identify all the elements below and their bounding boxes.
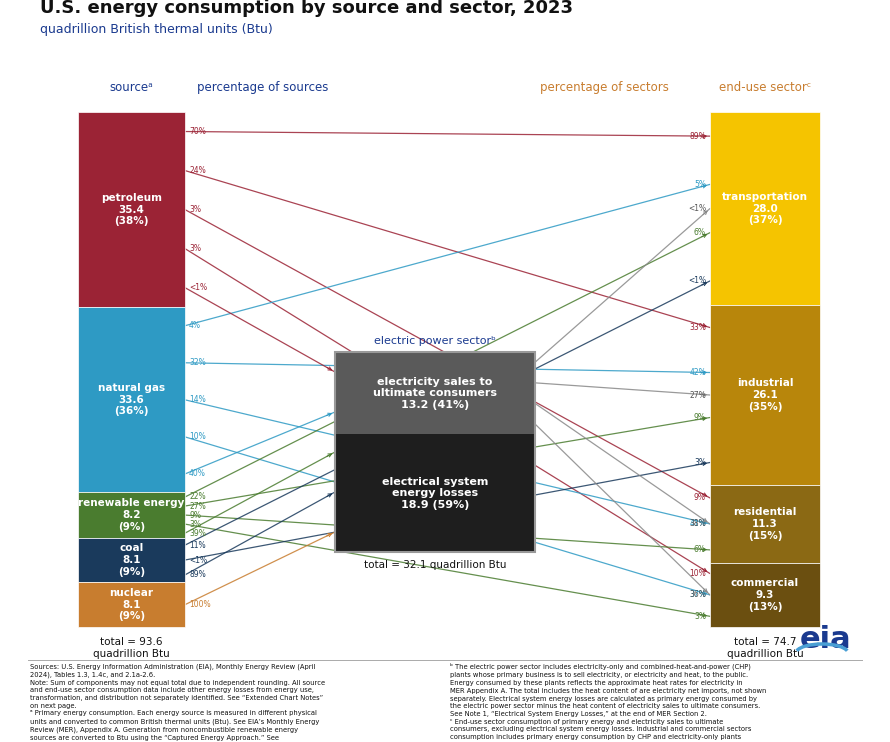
Bar: [78, 582, 185, 627]
Text: 9%: 9%: [694, 493, 706, 502]
Bar: [710, 485, 820, 563]
Text: coal
8.1
(9%): coal 8.1 (9%): [118, 543, 145, 577]
Text: 6%: 6%: [694, 545, 706, 554]
Text: petroleum
35.4
(38%): petroleum 35.4 (38%): [101, 193, 162, 226]
Text: quadrillion British thermal units (Btu): quadrillion British thermal units (Btu): [40, 23, 272, 36]
Text: nuclear
8.1
(9%): nuclear 8.1 (9%): [109, 588, 153, 621]
Text: 3%: 3%: [694, 612, 706, 621]
Text: 70%: 70%: [189, 127, 206, 136]
Text: 3%: 3%: [189, 519, 201, 528]
Text: 100%: 100%: [189, 600, 211, 609]
Text: 9%: 9%: [189, 510, 201, 519]
Text: 3%: 3%: [189, 205, 201, 214]
Text: 4%: 4%: [189, 321, 201, 330]
Text: Sources: U.S. Energy Information Administration (EIA), Monthly Energy Review (Ap: Sources: U.S. Energy Information Adminis…: [30, 663, 325, 742]
Text: eia: eia: [800, 625, 852, 654]
Text: <1%: <1%: [189, 283, 207, 292]
Text: 33%: 33%: [689, 323, 706, 332]
Text: 27%: 27%: [189, 502, 206, 510]
Text: 41%: 41%: [689, 519, 706, 528]
Bar: [78, 538, 185, 582]
Bar: [335, 434, 535, 552]
Text: 38%: 38%: [689, 519, 706, 528]
Text: 6%: 6%: [694, 228, 706, 237]
Text: electric power sectorᵇ: electric power sectorᵇ: [374, 336, 496, 346]
Text: electricity sales to
ultimate consumers
13.2 (41%): electricity sales to ultimate consumers …: [373, 376, 497, 410]
Text: 42%: 42%: [689, 368, 706, 377]
Bar: [710, 305, 820, 485]
Bar: [78, 112, 185, 307]
Text: residential
11.3
(15%): residential 11.3 (15%): [733, 508, 797, 540]
Bar: [335, 352, 535, 552]
Text: ᵇ The electric power sector includes electricity-only and combined-heat-and-powe: ᵇ The electric power sector includes ele…: [450, 663, 766, 742]
Text: total = 93.6
quadrillion Btu: total = 93.6 quadrillion Btu: [93, 637, 170, 659]
Bar: [78, 307, 185, 493]
Text: 36%: 36%: [689, 591, 706, 600]
Bar: [710, 563, 820, 627]
Bar: [335, 352, 535, 434]
Text: 24%: 24%: [189, 166, 206, 175]
Text: percentage of sources: percentage of sources: [197, 81, 328, 94]
Text: 3%: 3%: [694, 458, 706, 467]
Text: 5%: 5%: [694, 180, 706, 189]
Text: 9%: 9%: [694, 413, 706, 422]
Text: end-use sectorᶜ: end-use sectorᶜ: [719, 81, 811, 94]
Text: 22%: 22%: [189, 493, 206, 502]
Text: total = 74.7
quadrillion Btu: total = 74.7 quadrillion Btu: [726, 637, 804, 659]
Text: total = 32.1 quadrillion Btu: total = 32.1 quadrillion Btu: [364, 560, 506, 570]
Text: 27%: 27%: [689, 390, 706, 399]
Bar: [710, 112, 820, 305]
Text: natural gas
33.6
(36%): natural gas 33.6 (36%): [98, 383, 165, 416]
Text: electrical system
energy losses
18.9 (59%): electrical system energy losses 18.9 (59…: [382, 476, 489, 510]
Text: <1%: <1%: [688, 277, 706, 286]
Bar: [78, 493, 185, 538]
Text: industrial
26.1
(35%): industrial 26.1 (35%): [737, 378, 793, 412]
Text: transportation
28.0
(37%): transportation 28.0 (37%): [722, 192, 808, 225]
Text: 14%: 14%: [189, 395, 206, 404]
Text: renewable energy
8.2
(9%): renewable energy 8.2 (9%): [78, 499, 185, 532]
Text: <1%: <1%: [189, 556, 207, 565]
Text: 89%: 89%: [689, 131, 706, 141]
Text: 11%: 11%: [189, 541, 206, 550]
Text: percentage of sectors: percentage of sectors: [540, 81, 669, 94]
Text: sourceᵃ: sourceᵃ: [109, 81, 153, 94]
Text: U.S. energy consumption by source and sector, 2023: U.S. energy consumption by source and se…: [40, 0, 573, 17]
Text: 40%: 40%: [189, 470, 206, 479]
Text: 10%: 10%: [189, 433, 206, 441]
Text: 89%: 89%: [189, 571, 206, 580]
Text: 10%: 10%: [689, 569, 706, 578]
Text: 37%: 37%: [689, 591, 706, 600]
Text: commercial
9.3
(13%): commercial 9.3 (13%): [731, 578, 799, 611]
Text: 32%: 32%: [189, 358, 206, 367]
Text: 39%: 39%: [189, 528, 206, 538]
Text: 3%: 3%: [189, 244, 201, 253]
Text: <1%: <1%: [688, 204, 706, 213]
